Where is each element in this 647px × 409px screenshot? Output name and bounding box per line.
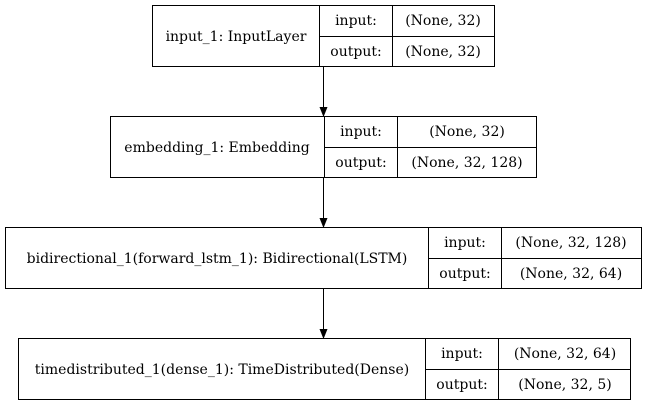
output-shape: (None, 32, 5) [518, 377, 611, 393]
output-shape: (None, 32) [405, 44, 481, 60]
input-label: input: [444, 235, 486, 251]
node-title: embedding_1: Embedding [124, 140, 309, 156]
output-label: output: [330, 44, 381, 60]
node-title: input_1: InputLayer [166, 29, 307, 45]
node-title: bidirectional_1(forward_lstm_1): Bidirec… [27, 251, 408, 267]
input-label: input: [335, 13, 377, 29]
node-title: timedistributed_1(dense_1): TimeDistribu… [35, 362, 409, 378]
input-shape: (None, 32, 128) [515, 235, 626, 251]
output-shape: (None, 32, 128) [411, 155, 522, 171]
input-shape: (None, 32) [405, 13, 481, 29]
node-timedistributed: timedistributed_1(dense_1): TimeDistribu… [18, 338, 631, 400]
output-label: output: [335, 155, 386, 171]
input-shape: (None, 32, 64) [514, 346, 616, 362]
node-input-layer: input_1: InputLayer input: output: (None… [152, 5, 495, 67]
input-shape: (None, 32) [429, 124, 505, 140]
node-embedding: embedding_1: Embedding input: output: (N… [110, 116, 537, 178]
input-label: input: [441, 346, 483, 362]
output-shape: (None, 32, 64) [520, 266, 622, 282]
input-label: input: [340, 124, 382, 140]
output-label: output: [439, 266, 490, 282]
output-label: output: [436, 377, 487, 393]
node-bidirectional: bidirectional_1(forward_lstm_1): Bidirec… [5, 227, 642, 289]
